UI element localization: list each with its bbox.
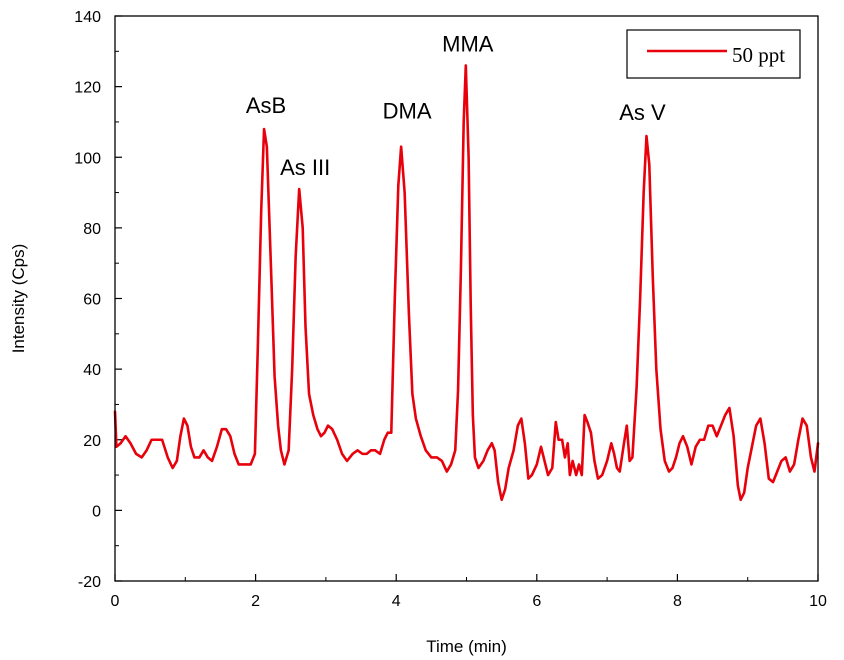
x-tick-label: 4 — [392, 593, 401, 610]
x-tick-label: 6 — [532, 593, 541, 610]
y-tick-label: 120 — [74, 80, 101, 97]
y-tick-label: 20 — [83, 433, 101, 450]
y-tick-label: 80 — [83, 221, 101, 238]
legend-label: 50 ppt — [732, 43, 785, 67]
frame-layer — [114, 15, 819, 582]
peak-annotation: As V — [619, 100, 666, 125]
x-axis-title: Time (min) — [426, 637, 507, 656]
y-tick-label: -20 — [78, 574, 101, 591]
peak-annotation: As III — [280, 155, 330, 180]
y-tick-label: 100 — [74, 150, 101, 167]
series-line — [113, 64, 820, 502]
x-tick-label: 8 — [673, 593, 682, 610]
peak-annotation: AsB — [246, 93, 286, 118]
x-tick-label: 10 — [809, 593, 827, 610]
x-tick-label: 0 — [111, 593, 120, 610]
y-tick-label: 140 — [74, 9, 101, 26]
annotations-layer: AsB As III DMA MMA As V — [246, 31, 666, 180]
series-layer — [113, 64, 820, 502]
peak-annotation: DMA — [383, 99, 432, 124]
x-tick-label: 2 — [251, 593, 260, 610]
y-tick-label: 60 — [83, 292, 101, 309]
legend: 50 ppt — [626, 29, 801, 79]
y-axis-title-group: Intensity (Cps) — [9, 244, 28, 354]
peak-annotation: MMA — [442, 31, 494, 56]
ticks-layer: 0 2 4 6 8 10 -20 0 20 40 60 80 100 120 140 — [74, 9, 827, 610]
y-axis-title: Intensity (Cps) — [9, 244, 28, 354]
y-tick-label: 40 — [83, 362, 101, 379]
plot-frame — [114, 15, 819, 582]
y-tick-label: 0 — [92, 503, 101, 520]
legend-box — [626, 29, 801, 79]
